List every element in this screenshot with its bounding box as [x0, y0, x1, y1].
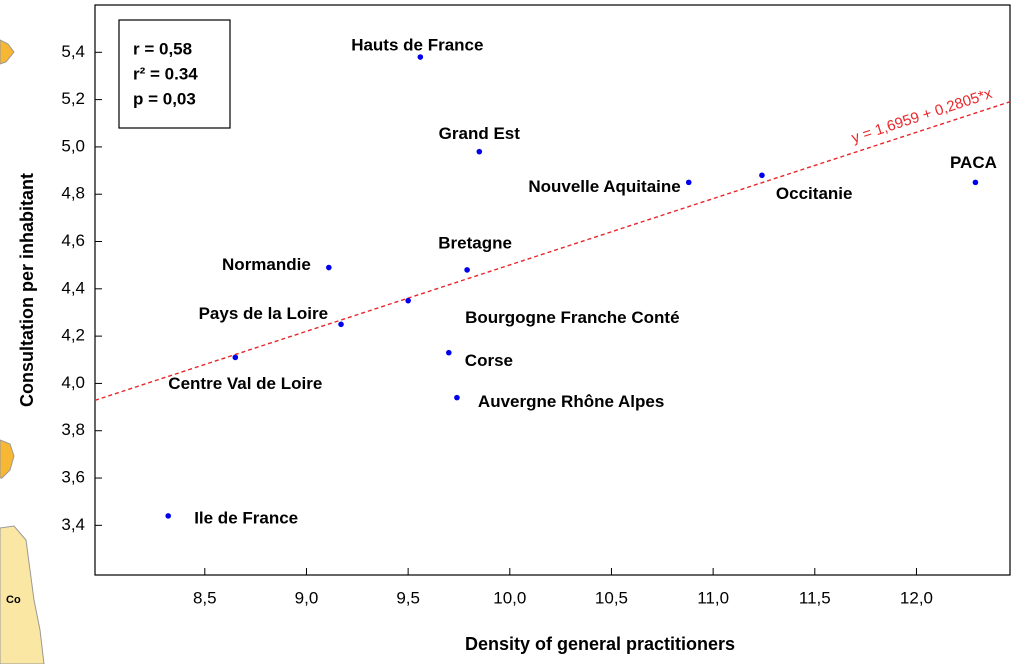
map-region: [0, 39, 15, 65]
x-tick-label: 9,5: [396, 588, 420, 607]
y-tick-label: 3,6: [61, 468, 85, 487]
point: [232, 354, 239, 361]
x-tick-label: 10,0: [493, 588, 526, 607]
map-region: [0, 439, 15, 479]
y-tick-label: 5,2: [61, 89, 85, 108]
point: [405, 297, 411, 304]
point-label: Bretagne: [438, 233, 512, 252]
point: [454, 394, 460, 401]
x-tick-label: 12,0: [900, 588, 933, 607]
map-region: [0, 525, 45, 664]
y-tick-label: 4,8: [61, 184, 85, 203]
trendline: [94, 101, 1011, 401]
point: [759, 172, 765, 179]
point-label: Normandie: [222, 255, 311, 274]
y-axis-label: Consultation per inhabitant: [17, 173, 37, 407]
stat-text: r² = 0.34: [133, 64, 198, 83]
point-label: Occitanie: [776, 184, 853, 203]
point: [338, 321, 344, 328]
point: [476, 148, 483, 155]
point: [464, 267, 470, 273]
point-label: PACA: [950, 153, 997, 172]
x-tick-label: 9,0: [295, 588, 319, 607]
point-label: Auvergne Rhône Alpes: [478, 392, 664, 411]
y-tick-label: 5,0: [61, 136, 85, 155]
x-tick-label: 11,5: [799, 588, 831, 607]
y-tick-label: 4,2: [61, 326, 85, 345]
point: [685, 179, 692, 186]
y-tick-label: 4,0: [61, 373, 85, 392]
point-label: Nouvelle Aquitaine: [528, 177, 680, 196]
point-label: Grand Est: [439, 124, 521, 143]
point-label: Bourgogne Franche Conté: [465, 308, 679, 327]
x-axis-label: Density of general practitioners: [465, 634, 735, 654]
point-label: Centre Val de Loire: [168, 374, 322, 393]
point: [446, 349, 452, 356]
map-fragment: Co: [0, 39, 45, 664]
x-tick-label: 10,5: [595, 588, 628, 607]
x-tick-label: 11,0: [697, 588, 729, 607]
stats-box: [118, 19, 231, 129]
stat-text: r = 0,58: [133, 39, 192, 58]
point-label: Ile de France: [194, 508, 298, 527]
point-label: Hauts de France: [351, 36, 483, 55]
y-tick-label: 5,4: [61, 42, 85, 61]
point: [165, 513, 171, 519]
point-label: Corse: [465, 351, 513, 370]
y-tick-label: 3,4: [61, 515, 85, 534]
point-label: Pays de la Loire: [199, 304, 328, 323]
x-tick-label: 8,5: [193, 588, 217, 607]
point: [326, 264, 332, 271]
y-tick-label: 3,8: [61, 420, 85, 439]
stat-text: p = 0,03: [133, 89, 196, 108]
trendline-label: y = 1,6959 + 0,2805*x: [849, 85, 994, 147]
y-tick-label: 4,6: [61, 231, 85, 250]
point: [972, 179, 979, 186]
point: [417, 54, 424, 60]
plot-frame: [94, 4, 1011, 576]
map-label: Co: [6, 594, 21, 606]
y-tick-label: 4,4: [61, 278, 85, 297]
